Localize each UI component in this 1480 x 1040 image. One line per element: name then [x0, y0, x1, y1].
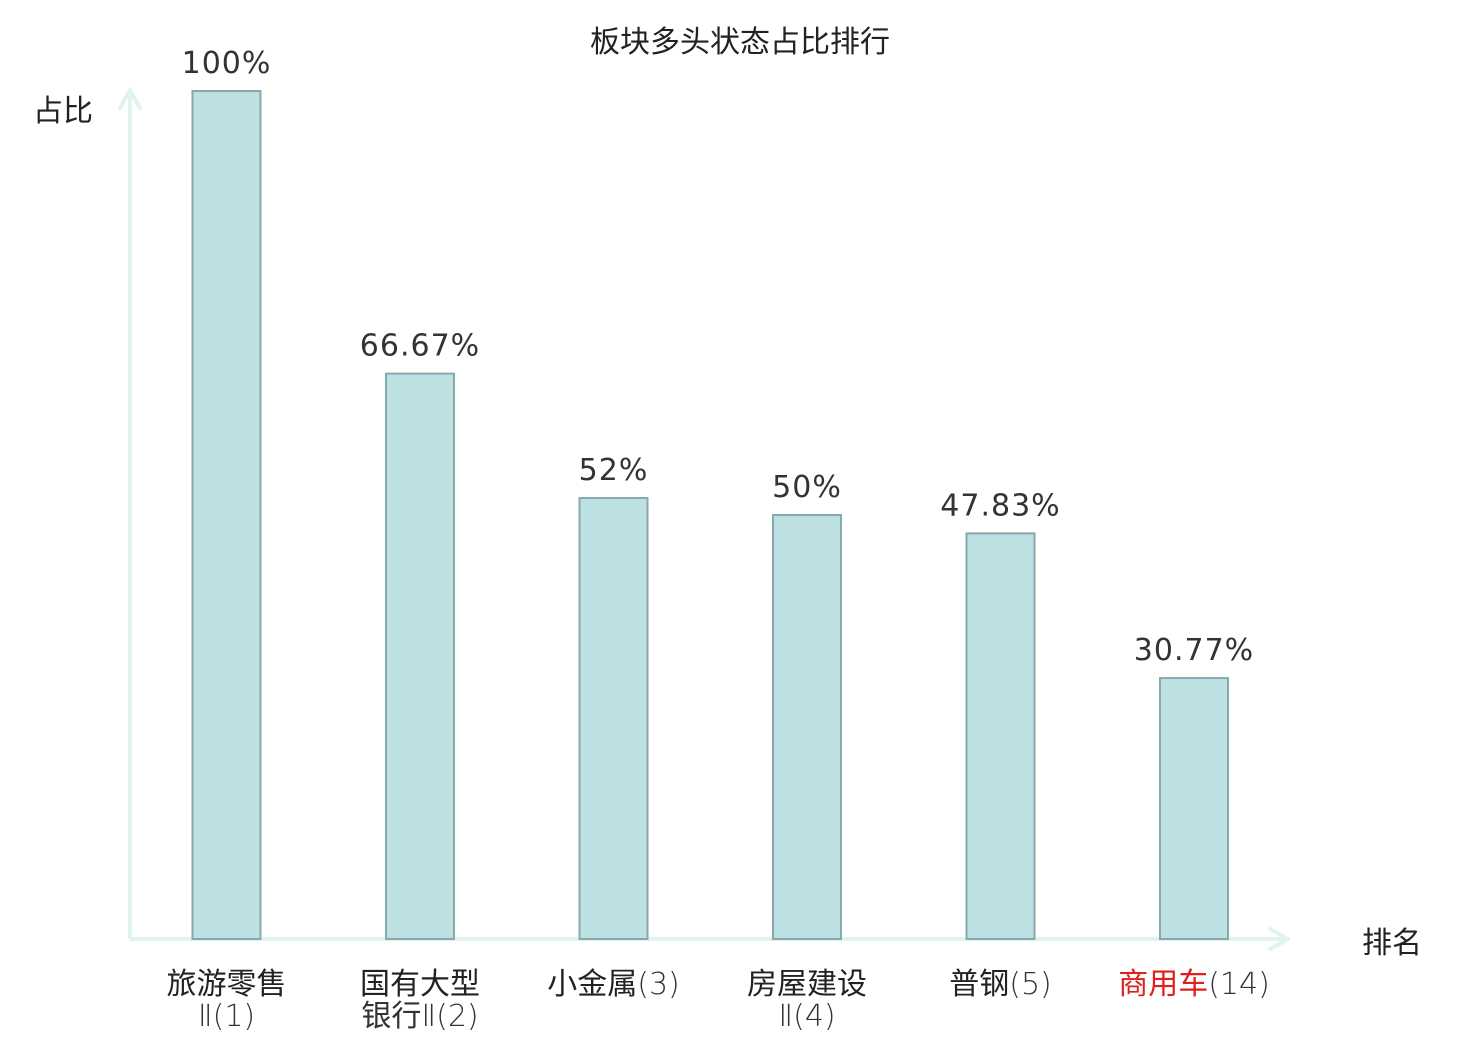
axes [118, 88, 1290, 951]
bar [191, 90, 262, 940]
x-tick-label: 小金属(3) [547, 967, 680, 1002]
x-tick-label-rank: 银行Ⅱ(2) [361, 999, 478, 1034]
y-axis-arrow-icon [118, 88, 142, 110]
bar [1159, 677, 1229, 940]
bar [578, 497, 649, 940]
bar [385, 372, 455, 940]
x-tick-label: 国有大型 [360, 967, 480, 1002]
bar [965, 532, 1036, 940]
bar-value-label: 30.77% [1134, 633, 1254, 668]
y-axis-label: 占比 [33, 94, 93, 129]
value-labels: 100% 66.67% 52% 50% 47.83% 30.77% [182, 46, 1254, 668]
x-tick-label-rank: Ⅱ(1) [198, 999, 255, 1034]
bar [772, 514, 842, 940]
chart-title: 板块多头状态占比排行 [590, 25, 890, 60]
bar-value-label: 47.83% [940, 488, 1060, 523]
bar-value-label: 100% [182, 46, 272, 81]
x-tick-label-rank: Ⅱ(4) [778, 999, 835, 1034]
x-axis-arrow-icon [1268, 927, 1290, 951]
bar-value-label: 52% [579, 453, 649, 488]
bars [191, 90, 1229, 940]
bar-value-label: 50% [772, 470, 842, 505]
x-tick-label: 普钢(5) [949, 967, 1052, 1002]
x-axis-label: 排名 [1362, 926, 1422, 961]
x-tick-label: 旅游零售 [167, 967, 287, 1002]
x-tick-label: 房屋建设 [747, 967, 867, 1002]
x-tick-label: 商用车(14) [1118, 967, 1270, 1002]
bar-value-label: 66.67% [360, 329, 480, 364]
